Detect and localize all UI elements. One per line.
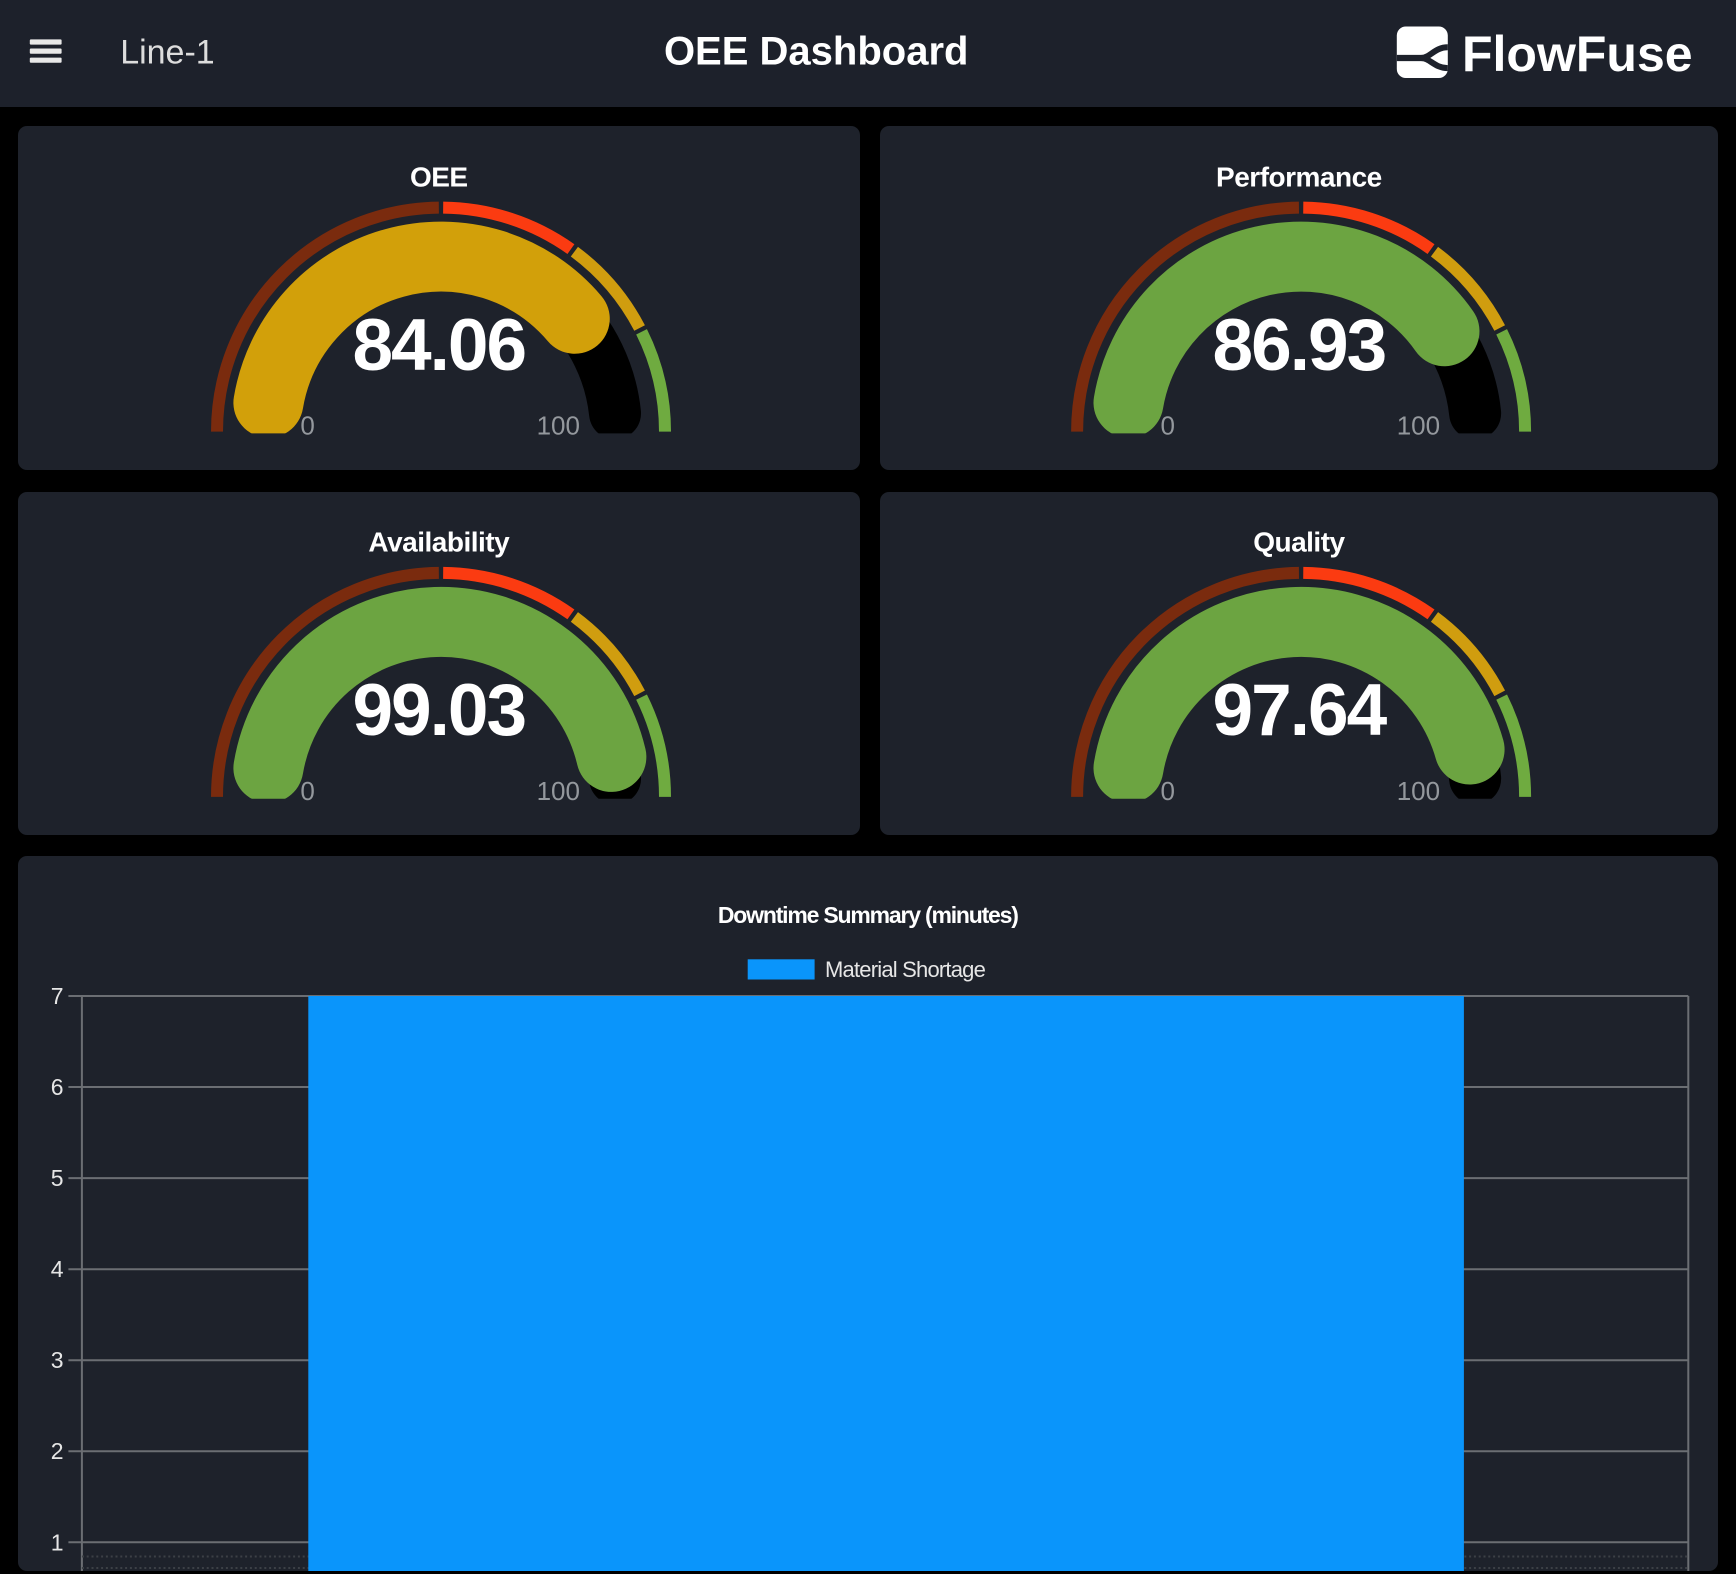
svg-text:FlowFuse: FlowFuse: [1462, 26, 1693, 82]
svg-text:0: 0: [1160, 776, 1174, 806]
svg-text:0: 0: [300, 411, 314, 441]
svg-text:Performance: Performance: [1216, 161, 1382, 192]
svg-text:OEE Dashboard: OEE Dashboard: [664, 29, 969, 73]
svg-text:97.64: 97.64: [1213, 670, 1388, 751]
svg-text:86.93: 86.93: [1213, 305, 1386, 386]
svg-text:2: 2: [51, 1438, 64, 1464]
svg-text:0: 0: [1160, 411, 1174, 441]
svg-text:5: 5: [51, 1165, 64, 1191]
svg-text:Availability: Availability: [368, 527, 510, 558]
svg-text:7: 7: [51, 983, 64, 1009]
svg-text:3: 3: [51, 1347, 64, 1373]
svg-text:100: 100: [537, 411, 580, 441]
svg-text:99.03: 99.03: [352, 670, 525, 751]
svg-text:OEE: OEE: [410, 161, 468, 192]
svg-text:Quality: Quality: [1253, 527, 1345, 558]
svg-text:84.06: 84.06: [352, 305, 525, 386]
svg-text:4: 4: [51, 1256, 64, 1282]
svg-text:Material Shortage: Material Shortage: [825, 957, 986, 982]
svg-text:100: 100: [537, 776, 580, 806]
svg-text:Downtime Summary (minutes): Downtime Summary (minutes): [718, 902, 1018, 928]
svg-text:1: 1: [51, 1529, 64, 1555]
svg-text:100: 100: [1397, 776, 1440, 806]
svg-text:0: 0: [300, 776, 314, 806]
svg-text:6: 6: [51, 1074, 64, 1100]
svg-text:Line-1: Line-1: [120, 34, 215, 72]
svg-text:100: 100: [1397, 411, 1440, 441]
